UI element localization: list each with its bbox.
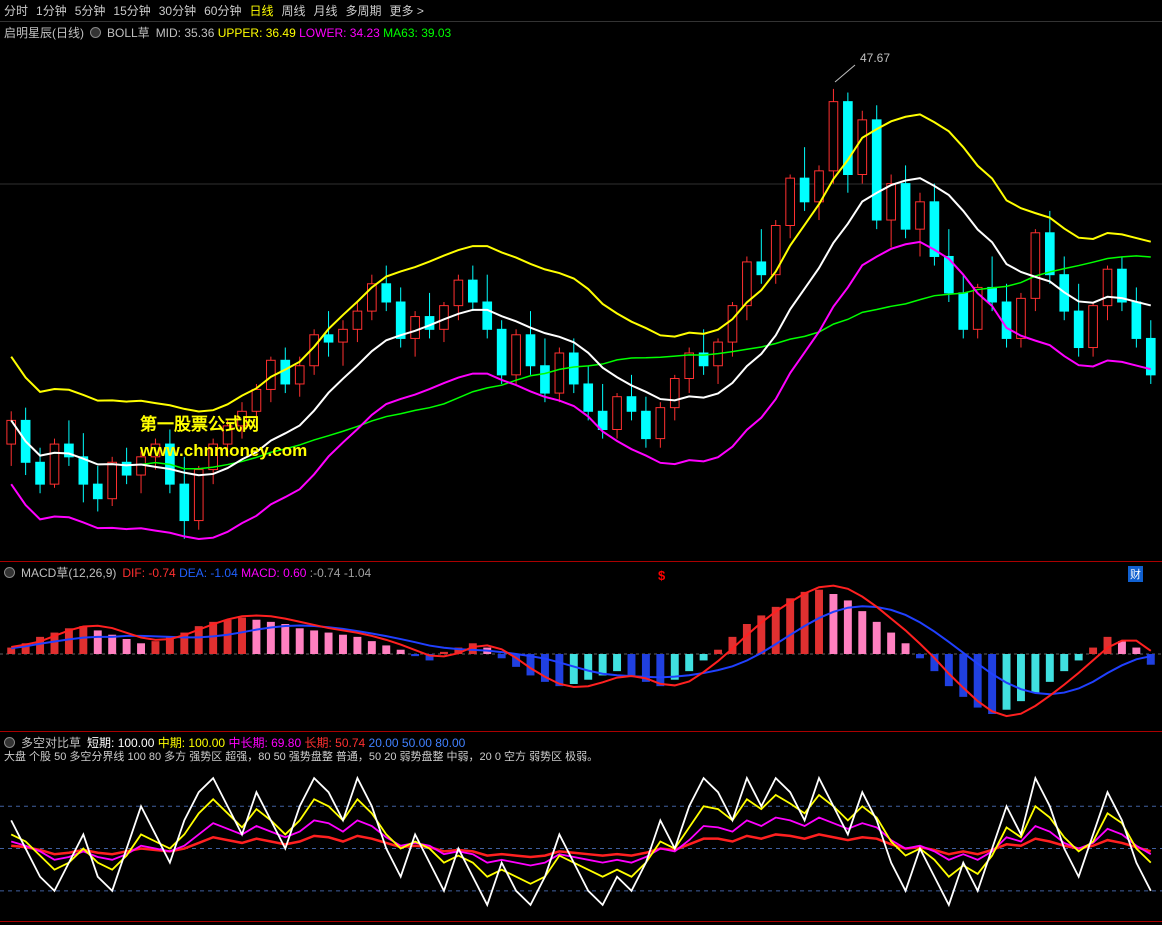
timeframe-7[interactable]: 周线: [281, 2, 305, 19]
macd-header: MACD草(12,26,9) DIF: -0.74 DEA: -1.04 MAC…: [4, 564, 371, 581]
svg-text:47.67: 47.67: [860, 51, 890, 65]
macd-chart[interactable]: [0, 562, 1162, 732]
finance-marker-icon[interactable]: 财: [1128, 566, 1143, 582]
timeframe-2[interactable]: 5分钟: [75, 2, 106, 19]
macd-title: MACD草(12,26,9): [21, 564, 116, 581]
settings-icon[interactable]: [4, 567, 15, 578]
indicator-name: BOLL草: [107, 24, 150, 41]
dividend-marker-icon[interactable]: $: [658, 568, 665, 583]
timeframe-6[interactable]: 日线: [249, 2, 273, 19]
timeframe-5[interactable]: 60分钟: [204, 2, 241, 19]
main-chart-header: 启明星辰(日线) BOLL草 MID: 35.36 UPPER: 36.49 L…: [4, 24, 451, 41]
timeframe-4[interactable]: 30分钟: [159, 2, 196, 19]
timeframe-3[interactable]: 15分钟: [113, 2, 150, 19]
main-chart-panel[interactable]: 启明星辰(日线) BOLL草 MID: 35.36 UPPER: 36.49 L…: [0, 22, 1162, 562]
timeframe-toolbar: 分时 1分钟 5分钟 15分钟 30分钟 60分钟日线周线月线多周期更多 >: [0, 0, 1162, 22]
macd-panel[interactable]: MACD草(12,26,9) DIF: -0.74 DEA: -1.04 MAC…: [0, 562, 1162, 732]
candlestick-chart[interactable]: 47.67: [0, 22, 1162, 562]
stock-title: 启明星辰(日线): [4, 24, 84, 41]
ratio-description: 大盘 个股 50 多空分界线 100 80 多方 强势区 超强，80 50 强势…: [4, 748, 598, 764]
settings-icon[interactable]: [4, 737, 15, 748]
timeframe-1[interactable]: 1分钟: [36, 2, 67, 19]
timeframe-0[interactable]: 分时: [4, 2, 28, 19]
watermark: 第一股票公式网 www.chnmoney.com: [140, 412, 307, 463]
timeframe-8[interactable]: 月线: [314, 2, 338, 19]
timeframe-10[interactable]: 更多 >: [390, 2, 424, 19]
settings-icon[interactable]: [90, 27, 101, 38]
ratio-panel[interactable]: 多空对比草 短期: 100.00 中期: 100.00 中长期: 69.80 长…: [0, 732, 1162, 922]
timeframe-9[interactable]: 多周期: [346, 2, 382, 19]
